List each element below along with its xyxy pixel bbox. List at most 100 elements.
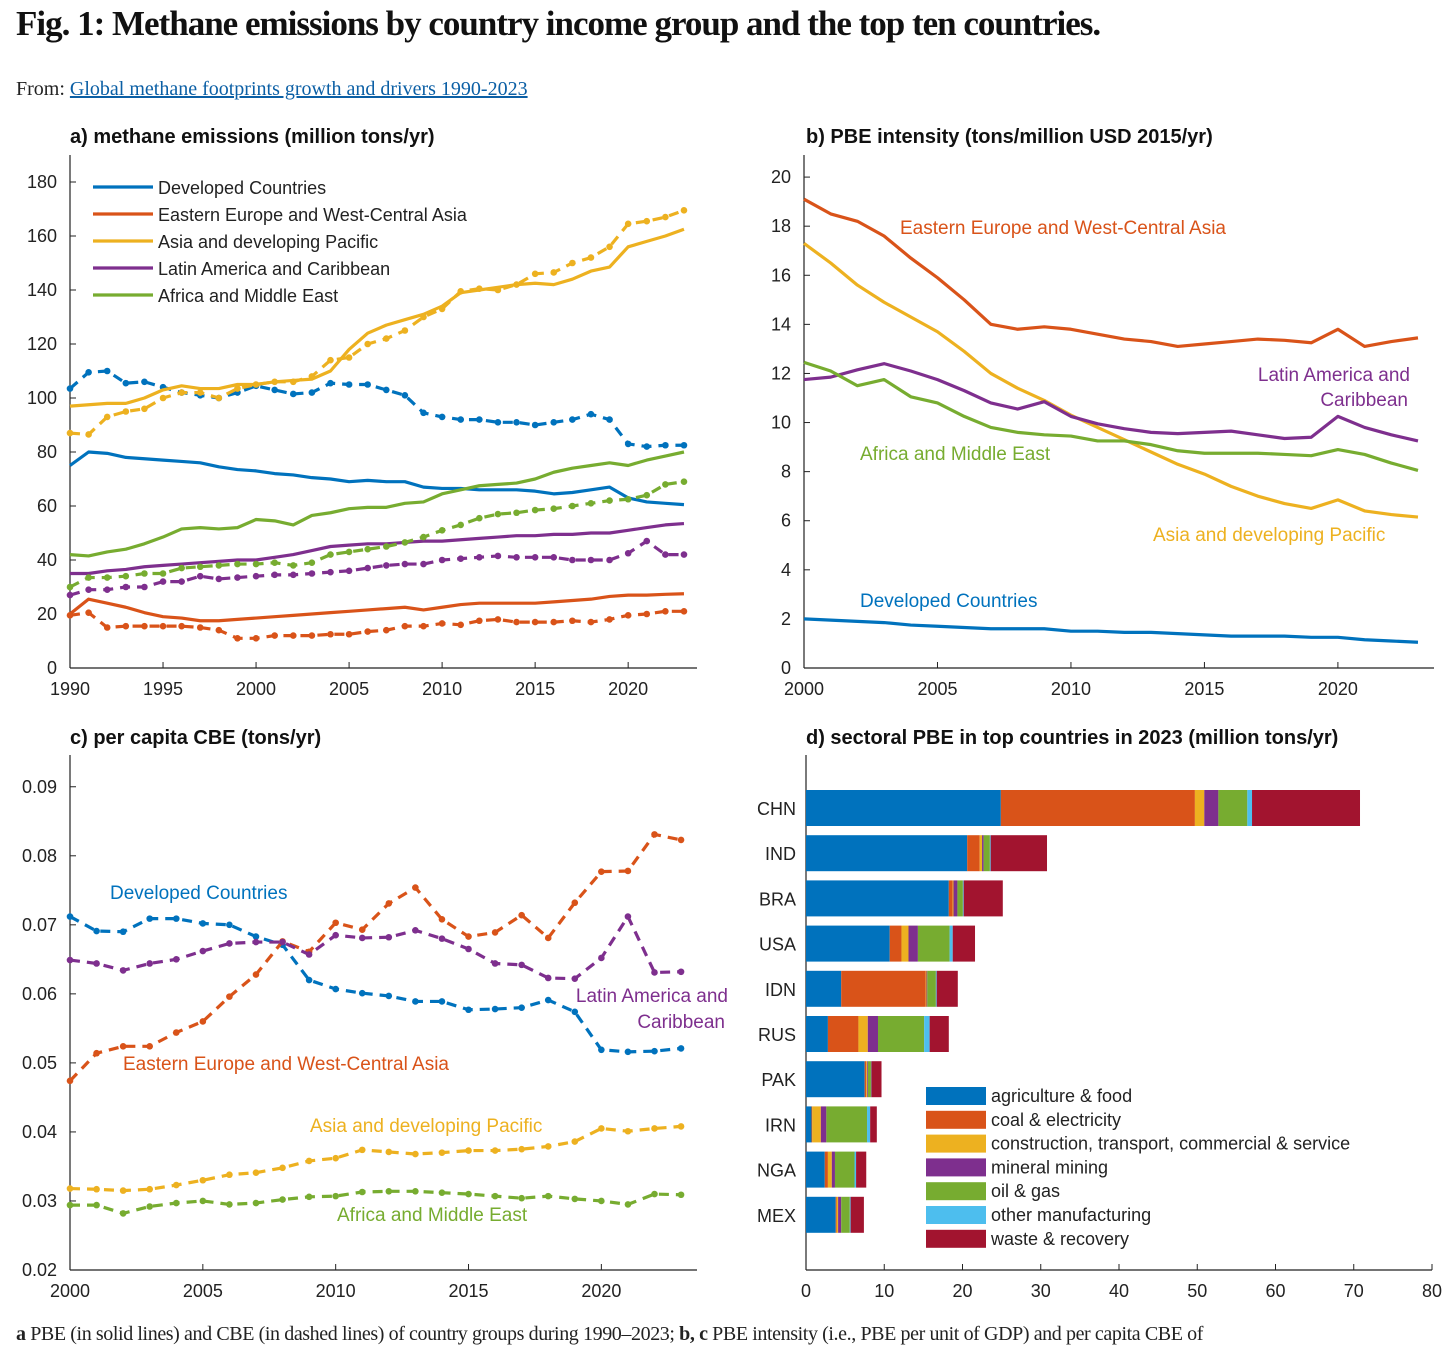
data-point <box>598 1046 605 1054</box>
bar-segment-waste-recovery <box>936 970 958 1007</box>
data-point <box>587 500 595 507</box>
x-tick-label: 2005 <box>917 679 957 699</box>
data-point <box>491 1192 499 1200</box>
bar-segment-waste-recovery <box>856 1151 867 1188</box>
data-point <box>651 1125 658 1132</box>
data-point <box>199 947 207 955</box>
data-point <box>606 556 613 564</box>
x-tick-label: 50 <box>1187 1281 1207 1301</box>
data-point <box>332 1192 339 1200</box>
data-point <box>252 1169 260 1176</box>
bar-segment-waste-recovery <box>871 1061 882 1098</box>
data-point <box>457 521 465 529</box>
panel-c: c) per capita CBE (tons/yr) 2000 2005 2010 2… <box>22 727 697 1301</box>
data-point <box>624 220 632 228</box>
data-point <box>598 1125 605 1132</box>
data-point <box>518 1194 525 1202</box>
data-point <box>494 552 502 560</box>
data-point <box>643 610 651 618</box>
bar-segment-construction-transport-commercial-service <box>979 835 983 872</box>
label-eastern: Eastern Europe and West-Central Asia <box>900 218 1226 239</box>
legend-label: Asia and developing Pacific <box>158 232 378 252</box>
data-point <box>494 419 502 426</box>
data-point <box>119 967 127 974</box>
bar-segment-agriculture-food <box>806 790 1001 826</box>
data-point <box>279 938 286 946</box>
data-point <box>412 998 419 1005</box>
bar-segment-agriculture-food <box>806 835 968 872</box>
x-tick-label: 2010 <box>316 1281 356 1301</box>
data-point <box>103 624 111 631</box>
data-point <box>643 491 651 499</box>
y-tick-label: 60 <box>37 496 57 516</box>
y-tick-label: 20 <box>37 604 57 624</box>
y-tick-label: 0.09 <box>22 777 57 797</box>
data-point <box>438 1149 446 1156</box>
data-point <box>327 568 334 576</box>
bar-segment-coal-electricity <box>835 1196 837 1233</box>
data-point <box>513 554 520 561</box>
y-tick-label: 10 <box>771 413 791 433</box>
data-point <box>122 622 130 630</box>
data-point <box>146 915 154 922</box>
bar-segment-other-manufacturing <box>962 880 964 917</box>
bar-segment-construction-transport-commercial-service <box>925 970 927 1007</box>
series-line-eastern-europe-and-west-central-asia <box>803 197 1419 349</box>
data-point <box>531 554 539 561</box>
y-tick-label: 80 <box>37 442 57 462</box>
legend-label: other manufacturing <box>991 1205 1151 1225</box>
data-point <box>271 571 278 579</box>
legend-label: Africa and Middle East <box>158 286 338 306</box>
data-point <box>412 1150 419 1158</box>
data-point <box>518 911 525 919</box>
data-point <box>401 560 409 568</box>
series-line-latin-america-and-caribbean-cbe <box>69 539 684 597</box>
data-point <box>252 971 260 978</box>
bar-segment-waste-recovery <box>1252 790 1361 826</box>
series-line-developed-countries <box>803 617 1419 644</box>
data-point <box>172 956 180 963</box>
category-label: IND <box>765 844 796 864</box>
category-label: IRN <box>765 1115 796 1135</box>
data-point <box>358 934 366 942</box>
legend-swatch <box>926 1229 986 1248</box>
caption-a-text: PBE (in solid lines) and CBE (in dashed … <box>25 1323 680 1345</box>
series-line-developed-countries-cbe <box>68 369 684 449</box>
data-point <box>364 628 371 635</box>
data-point <box>476 285 483 292</box>
x-tick-label: 1995 <box>143 679 183 699</box>
data-point <box>252 560 260 568</box>
data-point <box>103 367 111 375</box>
data-point <box>513 618 520 626</box>
data-point <box>141 405 148 413</box>
data-point <box>172 915 180 922</box>
data-point <box>550 505 558 512</box>
data-point <box>85 369 92 376</box>
data-point <box>438 620 446 627</box>
data-point <box>571 1138 579 1145</box>
data-point <box>465 933 472 940</box>
x-tick-label: 2015 <box>515 679 555 699</box>
data-point <box>531 421 539 429</box>
data-point <box>85 586 92 593</box>
bar-segment-construction-transport-commercial-service <box>812 1106 821 1143</box>
x-tick-label: 70 <box>1344 1281 1364 1301</box>
panel-d: d) sectoral PBE in top countries in 2023… <box>757 727 1442 1301</box>
bar-segment-mineral-mining <box>1204 790 1219 826</box>
data-point <box>119 1187 127 1194</box>
data-point <box>141 622 148 630</box>
data-point <box>345 548 353 556</box>
data-point <box>420 560 427 568</box>
y-tick-label: 40 <box>37 550 57 570</box>
data-point <box>119 1210 127 1217</box>
series-line-developed-countries-pbe <box>69 450 685 507</box>
data-point <box>587 410 595 418</box>
data-point <box>643 443 651 450</box>
data-point <box>234 560 241 568</box>
data-point <box>531 506 539 514</box>
source-article-link[interactable]: Global methane footprints growth and dri… <box>69 78 528 100</box>
data-point <box>178 564 185 572</box>
data-point <box>643 537 651 545</box>
series-line-eastern-europe-and-west-central-asia-cbe <box>69 609 684 640</box>
data-point <box>146 1043 154 1050</box>
